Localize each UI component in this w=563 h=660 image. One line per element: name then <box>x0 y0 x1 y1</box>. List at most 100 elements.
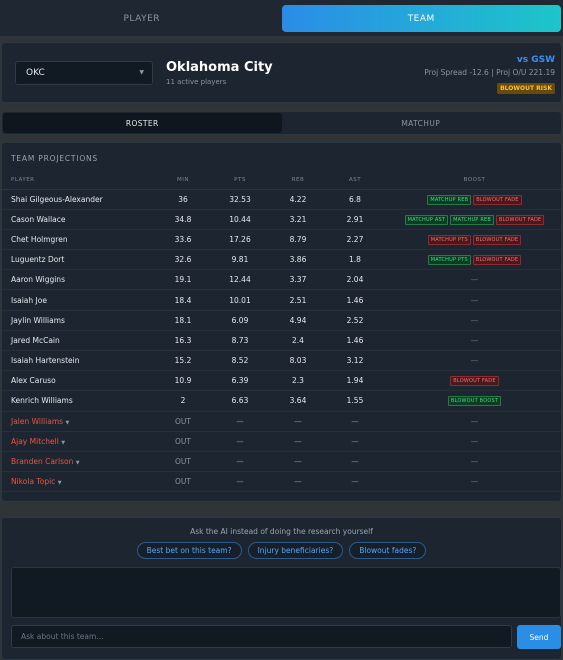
player-name-cell[interactable]: Aaron Wiggins <box>2 269 160 291</box>
chip-injury-beneficiaries[interactable]: Injury beneficiaries? <box>247 542 344 559</box>
col-header-ast[interactable]: AST <box>322 171 388 190</box>
boost-cell: — <box>388 289 561 311</box>
tab-team[interactable]: TEAM <box>281 5 561 32</box>
reb-cell: 3.64 <box>274 390 322 412</box>
min-cell: 19.1 <box>160 269 206 291</box>
table-row[interactable]: Shai Gilgeous-Alexander 36 32.53 4.22 6.8 MAT… <box>2 189 561 210</box>
ast-cell: — <box>322 411 388 432</box>
reb-cell: 2.4 <box>274 330 322 352</box>
pts-cell: — <box>206 471 274 493</box>
table-row[interactable]: Jalen Williams ▼ OUT — — — — <box>2 411 561 432</box>
table-row[interactable]: Luguentz Dort 32.6 9.81 3.86 1.8 MATCHUP PTS B… <box>2 249 561 271</box>
active-players-count: 11 active players <box>166 78 227 86</box>
player-name: Kenrich Williams <box>11 396 73 406</box>
pts-cell: 9.81 <box>206 249 274 271</box>
pts-cell: 17.26 <box>206 229 274 251</box>
player-name-cell[interactable]: Nikola Topic ▼ <box>2 471 160 493</box>
player-name-cell[interactable]: Shai Gilgeous-Alexander <box>2 189 160 210</box>
player-name-cell[interactable]: Ajay Mitchell ▼ <box>2 431 160 452</box>
player-name-cell[interactable]: Branden Carlson ▼ <box>2 451 160 473</box>
player-name-cell[interactable]: Jared McCain <box>2 330 160 352</box>
empty-boost: — <box>470 416 479 426</box>
min-cell: 16.3 <box>160 330 206 352</box>
section-title: TEAM PROJECTIONS <box>11 154 98 163</box>
table-row[interactable]: Ajay Mitchell ▼ OUT — — — — <box>2 431 561 452</box>
min-cell: OUT <box>160 411 206 432</box>
min-cell: 2 <box>160 390 206 412</box>
boost-badge: MATCHUP PTS <box>427 234 471 245</box>
table-row[interactable]: Nikola Topic ▼ OUT — — — — <box>2 471 561 493</box>
table-row[interactable]: Alex Caruso 10.9 6.39 2.3 1.94 BLOWOUT FADE <box>2 370 561 392</box>
pts-cell: 32.53 <box>206 189 274 210</box>
send-button[interactable]: Send <box>517 625 561 649</box>
player-name-cell[interactable]: Cason Wallace <box>2 209 160 230</box>
table-row[interactable]: Isaiah Joe 18.4 10.01 2.51 1.46 — <box>2 289 561 311</box>
boost-badge: BLOWOUT FADE <box>472 234 522 245</box>
chip-best-bet[interactable]: Best bet on this team? <box>136 542 242 559</box>
table-row[interactable]: Aaron Wiggins 19.1 12.44 3.37 2.04 — <box>2 269 561 291</box>
col-header-min[interactable]: MIN <box>160 171 206 190</box>
player-name-cell[interactable]: Jalen Williams ▼ <box>2 411 160 432</box>
team-header-card: OKC ▼ Oklahoma City 11 active players vs… <box>1 42 562 103</box>
reb-cell: — <box>274 431 322 452</box>
boost-cell: — <box>388 330 561 352</box>
pts-cell: 6.63 <box>206 390 274 412</box>
caret-down-icon[interactable]: ▼ <box>65 419 70 426</box>
empty-boost: — <box>470 275 479 285</box>
reb-cell: — <box>274 451 322 473</box>
player-name-cell[interactable]: Isaiah Hartenstein <box>2 350 160 372</box>
col-header-pts[interactable]: PTS <box>206 171 274 190</box>
team-select[interactable]: OKC ▼ <box>15 61 153 85</box>
player-name-cell[interactable]: Jaylin Williams <box>2 310 160 331</box>
player-name: Isaiah Joe <box>11 295 47 305</box>
min-cell: 32.6 <box>160 249 206 271</box>
chip-blowout-fades[interactable]: Blowout fades? <box>349 542 427 559</box>
col-header-reb[interactable]: REB <box>274 171 322 190</box>
empty-boost: — <box>470 457 479 467</box>
caret-down-icon[interactable]: ▼ <box>75 460 80 467</box>
table-row[interactable]: Isaiah Hartenstein 15.2 8.52 8.03 3.12 — <box>2 350 561 372</box>
boost-cell: BLOWOUT BOOST <box>388 390 561 412</box>
ast-cell: — <box>322 471 388 493</box>
tab-player[interactable]: PLAYER <box>123 13 161 24</box>
col-header-player[interactable]: PLAYER <box>2 171 160 190</box>
tab-roster[interactable]: ROSTER <box>3 113 282 133</box>
player-name-cell[interactable]: Kenrich Williams <box>2 390 160 412</box>
ast-cell: 1.94 <box>322 370 388 392</box>
boost-cell: — <box>388 451 561 473</box>
empty-boost: — <box>470 335 479 345</box>
min-cell: 18.4 <box>160 289 206 311</box>
reb-cell: 3.37 <box>274 269 322 291</box>
player-name-cell[interactable]: Luguentz Dort <box>2 249 160 271</box>
caret-down-icon[interactable]: ▼ <box>57 480 62 487</box>
ai-prompt-text: Ask the AI instead of doing the research… <box>190 527 373 536</box>
suggestion-chips: Best bet on this team? Injury beneficiar… <box>2 542 561 559</box>
ast-cell: 2.27 <box>322 229 388 251</box>
player-name: Jalen Williams <box>11 416 64 426</box>
table-row[interactable]: Cason Wallace 34.8 10.44 3.21 2.91 MATCHUP AS… <box>2 209 561 230</box>
reb-cell: 3.86 <box>274 249 322 271</box>
opponent-label: vs GSW <box>516 55 555 65</box>
table-row[interactable]: Jaylin Williams 18.1 6.09 4.94 2.52 — <box>2 310 561 331</box>
player-name-cell[interactable]: Chet Holmgren <box>2 229 160 251</box>
ast-cell: — <box>322 431 388 452</box>
caret-down-icon[interactable]: ▼ <box>61 439 66 446</box>
roster-matchup-tabs: ROSTER MATCHUP <box>1 111 562 135</box>
player-name-cell[interactable]: Isaiah Joe <box>2 289 160 311</box>
boost-cell: MATCHUP AST MATCHUP REB BLOWOUT FADE <box>388 209 561 230</box>
boost-cell: MATCHUP REB BLOWOUT FADE <box>388 189 561 210</box>
table-row[interactable]: Branden Carlson ▼ OUT — — — — <box>2 451 561 473</box>
boost-cell: MATCHUP PTS BLOWOUT FADE <box>388 249 561 271</box>
table-row[interactable]: Chet Holmgren 33.6 17.26 8.79 2.27 MATCHUP PT… <box>2 229 561 251</box>
table-row[interactable]: Jared McCain 16.3 8.73 2.4 1.46 — <box>2 330 561 352</box>
min-cell: 33.6 <box>160 229 206 251</box>
tab-matchup[interactable]: MATCHUP <box>401 118 441 128</box>
player-name: Ajay Mitchell <box>11 436 59 446</box>
player-name-cell[interactable]: Alex Caruso <box>2 370 160 392</box>
team-projections-panel: TEAM PROJECTIONS PLAYER MIN PTS REB AST … <box>1 142 562 502</box>
table-row[interactable]: Kenrich Williams 2 6.63 3.64 1.55 BLOWOUT BOO… <box>2 390 561 412</box>
empty-boost: — <box>470 477 479 487</box>
ask-input[interactable] <box>11 625 512 648</box>
pts-cell: 10.44 <box>206 209 274 230</box>
min-cell: 36 <box>160 189 206 210</box>
